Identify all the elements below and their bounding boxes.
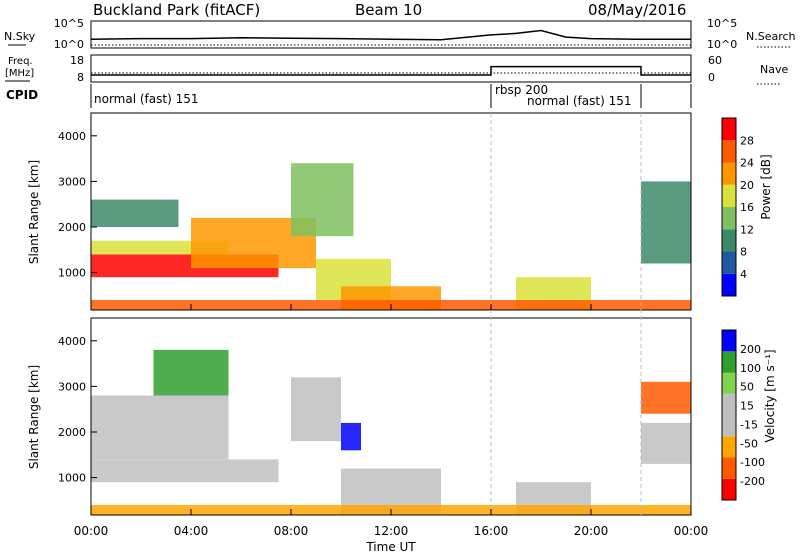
- x-tick-label: 16:00: [474, 524, 509, 538]
- freq-tick-high: 18: [70, 54, 84, 67]
- power-heatmap: [91, 163, 691, 310]
- colorbar-tick-label: 24: [740, 157, 754, 170]
- noise-tick-high-left: 10^5: [54, 17, 84, 30]
- colorbar-tick-label: 50: [740, 381, 754, 394]
- time-axis-label: Time UT: [365, 540, 416, 554]
- colorbar-tick-label: 200: [740, 343, 761, 356]
- date-title: 08/May/2016: [588, 1, 686, 19]
- velocity-band: [291, 377, 341, 441]
- x-tick-label: 00:00: [74, 524, 109, 538]
- colorbar-segment: [722, 274, 736, 296]
- x-tick-label: 04:00: [174, 524, 209, 538]
- velocity-ylabel: Slant Range [km]: [27, 365, 41, 469]
- cpid-label: CPID: [6, 88, 38, 102]
- x-tick-label: 20:00: [574, 524, 609, 538]
- nave-tick-high: 60: [708, 54, 722, 67]
- y-tick-label: 2000: [58, 221, 86, 234]
- velocity-band: [154, 350, 229, 396]
- velocity-colorbar: 200 100 50 15 -15 -50 -100 -200: [722, 330, 765, 500]
- power-colorbar-label: Power [dB]: [759, 154, 773, 219]
- velocity-band: [641, 382, 691, 414]
- power-ylabel: Slant Range [km]: [27, 160, 41, 264]
- colorbar-segment: [722, 207, 736, 229]
- noise-tick-low-right: 10^0: [707, 38, 737, 51]
- y-tick-label: 1000: [58, 472, 86, 485]
- x-tick-label: 00:00: [674, 524, 709, 538]
- station-title: Buckland Park (fitACF): [93, 1, 260, 19]
- y-tick-label: 4000: [58, 335, 86, 348]
- freq-panel-frame: [91, 55, 691, 82]
- colorbar-segment: [722, 373, 736, 394]
- colorbar-segment: [722, 185, 736, 207]
- nsky-series-line: [91, 31, 691, 40]
- y-tick-label: 2000: [58, 426, 86, 439]
- colorbar-segment: [722, 118, 736, 140]
- x-tick-label: 12:00: [374, 524, 409, 538]
- power-band: [641, 181, 691, 263]
- colorbar-tick-label: 16: [740, 201, 754, 214]
- colorbar-segment: [722, 330, 736, 351]
- freq-label: Freq.: [8, 56, 33, 67]
- freq-unit-label: [MHz]: [5, 68, 34, 79]
- colorbar-segment: [722, 479, 736, 500]
- noise-panel-frame: [91, 21, 691, 48]
- nave-tick-low: 0: [708, 71, 715, 84]
- velocity-band: [91, 459, 279, 482]
- colorbar-segment: [722, 163, 736, 185]
- colorbar-tick-label: 28: [740, 134, 754, 147]
- colorbar-segment: [722, 351, 736, 372]
- velocity-band: [641, 423, 691, 464]
- colorbar-tick-label: 15: [740, 400, 754, 413]
- colorbar-segment: [722, 458, 736, 479]
- colorbar-tick-label: 100: [740, 362, 761, 375]
- velocity-colorbar-label: Velocity [m s⁻¹]: [763, 349, 777, 442]
- colorbar-tick-label: 8: [740, 246, 747, 259]
- velocity-heatmap: [91, 350, 691, 515]
- colorbar-tick-label: -50: [740, 437, 758, 450]
- colorbar-segment: [722, 140, 736, 162]
- power-colorbar: 28 24 20 16 12 8 4: [722, 118, 754, 296]
- colorbar-tick-label: 4: [740, 268, 747, 281]
- freq-tick-low: 8: [77, 71, 84, 84]
- colorbar-tick-label: -200: [740, 475, 765, 488]
- nave-label: Nave: [760, 63, 788, 76]
- colorbar-tick-label: -15: [740, 418, 758, 431]
- colorbar-segment: [722, 394, 736, 415]
- colorbar-tick-label: -100: [740, 456, 765, 469]
- beam-title: Beam 10: [355, 1, 422, 19]
- velocity-band: [91, 396, 229, 460]
- y-tick-label: 3000: [58, 380, 86, 393]
- y-tick-label: 1000: [58, 267, 86, 280]
- colorbar-tick-label: 12: [740, 223, 754, 236]
- velocity-band: [341, 423, 361, 450]
- nsearch-label: N.Search: [746, 30, 796, 43]
- colorbar-tick-label: 20: [740, 179, 754, 192]
- x-tick-label: 08:00: [274, 524, 309, 538]
- y-tick-label: 3000: [58, 175, 86, 188]
- freq-series-line: [91, 67, 691, 75]
- cpid-segment-1: normal (fast) 151: [94, 92, 198, 106]
- nsky-label: N.Sky: [4, 30, 36, 43]
- colorbar-segment: [722, 436, 736, 457]
- noise-tick-high-right: 10^5: [707, 17, 737, 30]
- figure: Buckland Park (fitACF) Beam 10 08/May/20…: [0, 0, 800, 554]
- noise-tick-low-left: 10^0: [54, 38, 84, 51]
- cpid-segment-3: normal (fast) 151: [527, 94, 631, 108]
- power-band: [291, 163, 354, 236]
- colorbar-segment: [722, 415, 736, 436]
- power-band: [91, 200, 179, 227]
- colorbar-segment: [722, 252, 736, 274]
- colorbar-segment: [722, 229, 736, 251]
- y-tick-label: 4000: [58, 130, 86, 143]
